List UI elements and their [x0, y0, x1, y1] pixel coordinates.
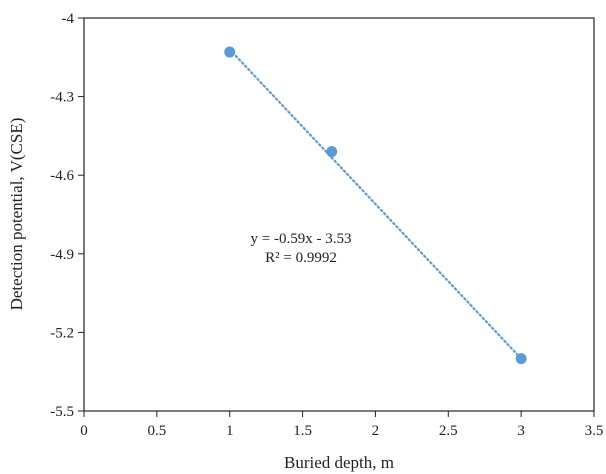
y-tick-label: -4.6	[50, 168, 74, 184]
trendline	[228, 48, 523, 360]
trendline-group	[228, 48, 523, 360]
data-point	[326, 146, 338, 158]
x-tick-label: 0.5	[147, 423, 166, 439]
x-axis-title: Buried depth, m	[284, 453, 394, 472]
y-tick-label: -5.2	[50, 325, 74, 341]
data-point	[515, 353, 527, 365]
x-axis-ticks: 0 0.5 1 1.5 2 2.5 3 3.5	[80, 411, 603, 439]
x-tick-label: 3.5	[585, 423, 604, 439]
y-axis-ticks: -4 -4.3 -4.6 -4.9 -5.2 -5.5	[50, 11, 84, 420]
x-tick-label: 2.5	[439, 423, 458, 439]
y-tick-label: -4.3	[50, 90, 74, 106]
x-tick-label: 1.5	[293, 423, 312, 439]
x-tick-label: 3	[517, 423, 525, 439]
x-tick-label: 2	[372, 423, 380, 439]
x-tick-label: 0	[80, 423, 88, 439]
y-tick-label: -5.5	[50, 404, 74, 420]
y-axis-title: Detection potential, V(CSE)	[7, 118, 26, 311]
x-tick-label: 1	[226, 423, 234, 439]
plot-area	[83, 17, 595, 412]
data-points	[224, 46, 527, 365]
y-tick-label: -4	[62, 11, 75, 27]
y-tick-label: -4.9	[50, 247, 74, 263]
regression-equation: y = -0.59x - 3.53	[251, 231, 352, 247]
r-squared-label: R² = 0.9992	[265, 250, 337, 266]
data-point	[224, 46, 236, 58]
